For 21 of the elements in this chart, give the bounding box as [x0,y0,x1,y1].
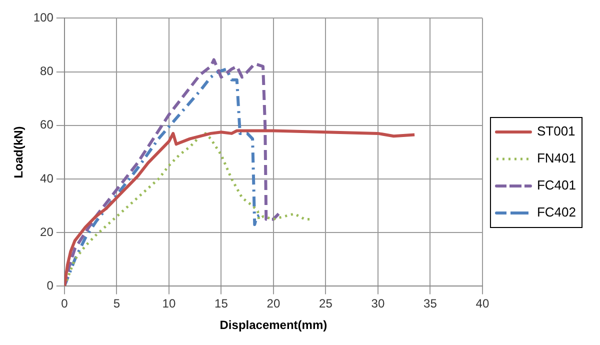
x-tick-label: 15 [214,296,228,311]
x-tick-label: 40 [476,296,490,311]
x-tick-label: 5 [113,296,120,311]
legend-label: FC401 [536,178,576,193]
x-tick-label: 25 [319,296,333,311]
y-axis-title: Load(kN) [12,126,26,178]
x-tick-label: 20 [266,296,280,311]
x-axis-title: Displacement(mm) [220,318,328,332]
y-tick-label: 40 [40,171,54,186]
x-tick-label: 30 [371,296,385,311]
legend-label: FN401 [536,150,576,166]
y-tick-label: 80 [40,64,54,78]
y-tick-label: 0 [46,278,54,293]
x-tick-label: 0 [61,296,68,311]
x-tick-label: 10 [162,296,176,311]
y-tick-label: 100 [33,10,54,25]
legend-label: FC402 [536,204,576,220]
y-tick-label: 20 [40,224,54,239]
legend-label: ST001 [536,124,576,139]
y-tick-label: 60 [40,118,54,132]
x-tick-label: 35 [424,296,438,311]
